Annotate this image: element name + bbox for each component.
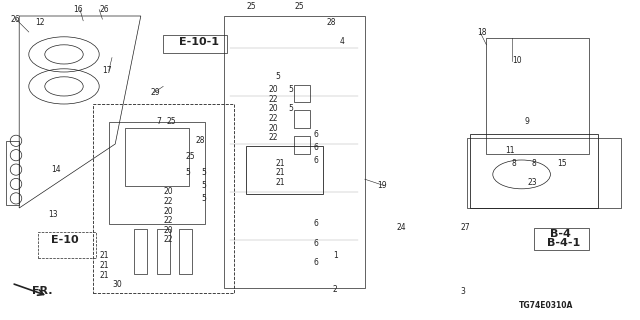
Text: 20: 20 [269, 85, 278, 94]
Bar [163, 35, 227, 53]
Bar [157, 229, 170, 274]
Text: 28: 28 [195, 136, 205, 145]
Bar [109, 122, 205, 224]
Text: B-4-1: B-4-1 [547, 238, 580, 248]
Text: 20: 20 [163, 188, 173, 196]
Text: E-10: E-10 [51, 235, 79, 245]
Text: 14: 14 [51, 165, 61, 174]
Text: 13: 13 [48, 210, 58, 219]
Text: 17: 17 [102, 66, 112, 75]
Text: 25: 25 [294, 2, 304, 11]
Bar [470, 134, 598, 208]
Text: 22: 22 [269, 95, 278, 104]
Text: 15: 15 [557, 159, 566, 168]
Text: 3: 3 [461, 287, 466, 296]
Text: 26: 26 [11, 15, 20, 24]
Text: 1: 1 [333, 252, 337, 260]
Text: 7: 7 [157, 117, 162, 126]
Text: 21: 21 [99, 261, 109, 270]
Text: 22: 22 [163, 216, 173, 225]
Text: 16: 16 [74, 5, 83, 14]
Text: 21: 21 [99, 252, 109, 260]
Bar [134, 229, 147, 274]
Text: 6: 6 [314, 130, 319, 139]
Text: 29: 29 [150, 88, 160, 97]
Text: 5: 5 [275, 72, 280, 81]
Text: 4: 4 [339, 37, 344, 46]
Text: 18: 18 [477, 28, 486, 36]
Text: 6: 6 [314, 143, 319, 152]
Bar [294, 85, 310, 102]
Text: 25: 25 [186, 152, 195, 161]
Text: 6: 6 [314, 220, 319, 228]
Text: 5: 5 [202, 168, 207, 177]
Text: 22: 22 [269, 133, 278, 142]
Text: 5: 5 [288, 104, 293, 113]
Text: 10: 10 [512, 56, 522, 65]
Bar [93, 104, 234, 293]
Text: 25: 25 [246, 2, 256, 11]
Bar [38, 232, 96, 258]
Text: 26: 26 [99, 5, 109, 14]
Text: 11: 11 [506, 146, 515, 155]
Text: 9: 9 [525, 117, 530, 126]
Text: 19: 19 [378, 181, 387, 190]
Text: 22: 22 [269, 114, 278, 123]
Text: 21: 21 [99, 271, 109, 280]
Bar [534, 228, 589, 250]
Text: 5: 5 [186, 168, 191, 177]
Text: 6: 6 [314, 239, 319, 248]
Text: TG74E0310A: TG74E0310A [518, 301, 573, 310]
Text: 5: 5 [288, 85, 293, 94]
Text: 12: 12 [35, 18, 45, 27]
Text: E-10-1: E-10-1 [179, 36, 219, 47]
Text: 30: 30 [112, 280, 122, 289]
Text: B-4: B-4 [550, 228, 572, 239]
Text: 21: 21 [275, 178, 285, 187]
Text: 8: 8 [531, 159, 536, 168]
Text: 20: 20 [269, 124, 278, 132]
Text: 21: 21 [275, 159, 285, 168]
Text: 6: 6 [314, 258, 319, 267]
Text: 8: 8 [512, 159, 516, 168]
Text: 20: 20 [269, 104, 278, 113]
Bar [246, 146, 323, 194]
Text: 23: 23 [528, 178, 538, 187]
Text: 21: 21 [275, 168, 285, 177]
Text: 28: 28 [326, 18, 336, 27]
Bar [294, 136, 310, 154]
Text: 5: 5 [202, 194, 207, 203]
Bar [294, 110, 310, 128]
Text: 22: 22 [163, 197, 173, 206]
Text: 20: 20 [163, 226, 173, 235]
Text: 6: 6 [314, 156, 319, 164]
Bar [125, 128, 189, 186]
Text: FR.: FR. [32, 286, 52, 296]
Text: 2: 2 [333, 285, 337, 294]
Text: 5: 5 [202, 181, 207, 190]
Text: 20: 20 [163, 207, 173, 216]
Text: 24: 24 [397, 223, 406, 232]
Text: 27: 27 [461, 223, 470, 232]
Text: 25: 25 [166, 117, 176, 126]
Bar [467, 138, 621, 208]
Bar [179, 229, 192, 274]
Text: 22: 22 [163, 236, 173, 244]
